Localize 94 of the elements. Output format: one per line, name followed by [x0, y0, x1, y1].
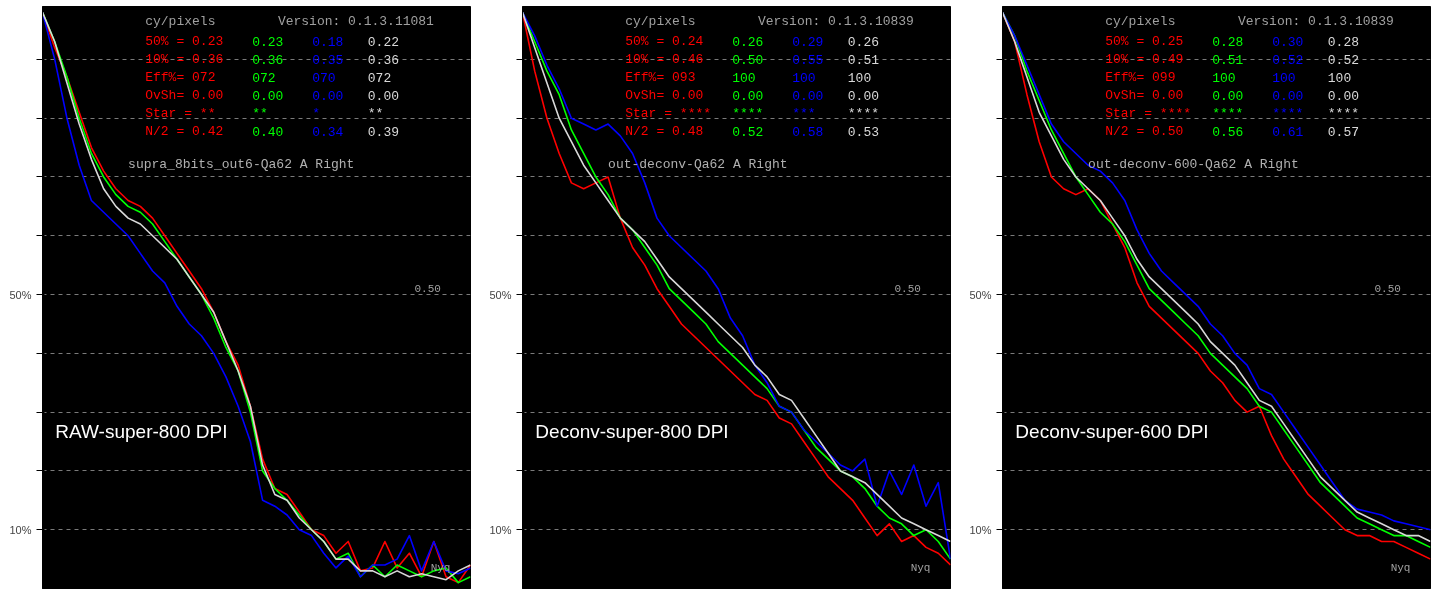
annotation: Star = **	[145, 106, 216, 122]
annotation: 0.23	[252, 34, 284, 50]
annotation: 0.50	[894, 282, 921, 295]
annotation: 0.36	[252, 52, 284, 68]
annotation: 0.26	[732, 34, 764, 50]
annotation: 50% = 0.24	[625, 33, 704, 49]
annotation: 10% = 0.36	[145, 51, 224, 67]
annotation: OvSh= 0.00	[1105, 88, 1184, 104]
y-tick-label: 50%	[489, 288, 512, 301]
annotation: ****	[847, 106, 879, 122]
annotation: Eff%= 099	[1105, 70, 1176, 85]
annotation: 0.50	[732, 52, 764, 68]
annotation: N/2 = 0.42	[145, 124, 224, 140]
annotation: 0.00	[367, 89, 399, 105]
annotation: Eff%= 072	[145, 70, 216, 85]
y-tick-label: 50%	[9, 288, 32, 301]
annotation: 0.00	[1272, 89, 1304, 105]
annotation: 0.55	[792, 52, 824, 68]
text: supra_8bits_out6-Qa62 A Right	[128, 157, 355, 173]
annotation: ****	[1212, 106, 1244, 122]
annotation: 0.52	[732, 125, 764, 141]
annotation: 0.22	[367, 34, 399, 50]
annotation: Version: 0.1.3.10839	[757, 13, 914, 29]
annotation: Version: 0.1.3.11081	[277, 13, 435, 29]
annotation: 0.51	[847, 52, 880, 68]
annotation: cy/pixels	[145, 13, 216, 29]
annotation: 0.36	[367, 52, 399, 68]
annotation: 100	[1212, 71, 1236, 86]
annotation: 0.52	[1272, 52, 1304, 68]
annotation: 10% = 0.49	[1105, 51, 1184, 67]
annotation: 100	[792, 71, 816, 86]
annotation: ****	[732, 106, 764, 122]
annotation: Nyq	[1390, 561, 1411, 574]
annotation: 0.57	[1327, 125, 1359, 141]
annotation: 0.18	[312, 34, 344, 50]
y-tick-label: 10%	[969, 523, 992, 536]
annotation: ****	[1272, 106, 1304, 122]
text: out-deconv-600-Qa62 A Right	[1088, 157, 1299, 173]
annotation: 0.00	[847, 89, 879, 105]
annotation: 100	[732, 71, 756, 86]
annotation: Eff%= 093	[625, 70, 696, 85]
y-tick-label: 10%	[489, 523, 512, 536]
annotation: OvSh= 0.00	[625, 88, 704, 104]
annotation: Version: 0.1.3.10839	[1237, 13, 1394, 29]
annotation: 10% = 0.46	[625, 51, 704, 67]
annotation: 0.00	[1212, 89, 1244, 105]
text: RAW-super-800 DPI	[55, 420, 228, 442]
annotation: 50% = 0.23	[145, 33, 224, 49]
annotation: 0.52	[1327, 52, 1359, 68]
y-tick-label: 10%	[9, 523, 32, 536]
annotation: 0.40	[252, 125, 284, 141]
annotation: *	[312, 106, 320, 122]
annotation: 072	[367, 71, 392, 86]
annotation: 0.00	[732, 89, 764, 105]
annotation: ***	[792, 106, 816, 122]
annotation: 100	[847, 71, 872, 86]
annotation: **	[252, 106, 268, 122]
annotation: 0.28	[1327, 34, 1359, 50]
annotation: 100	[1272, 71, 1296, 86]
annotation: 0.39	[367, 125, 399, 141]
annotation: 100	[1327, 71, 1352, 86]
text: Deconv-super-600 DPI	[1015, 420, 1209, 442]
annotation: Nyq	[910, 561, 931, 574]
annotation: 0.34	[312, 125, 344, 141]
text: Deconv-super-800 DPI	[535, 420, 729, 442]
annotation: 0.00	[312, 89, 344, 105]
annotation: 0.00	[792, 89, 824, 105]
annotation: 0.50	[414, 282, 441, 295]
annotation: 0.53	[847, 125, 879, 141]
annotation: 50% = 0.25	[1105, 33, 1184, 49]
annotation: N/2 = 0.48	[625, 124, 704, 140]
annotation: 0.26	[847, 34, 879, 50]
annotation: cy/pixels	[1105, 13, 1176, 29]
annotation: ****	[1327, 106, 1359, 122]
annotation: 0.51	[1212, 52, 1244, 68]
annotation: Star = ****	[625, 106, 712, 122]
annotation: 070	[312, 71, 336, 86]
annotation: 0.00	[1327, 89, 1359, 105]
annotation: 0.56	[1212, 125, 1244, 141]
annotation: 0.50	[1374, 282, 1401, 295]
annotation: 0.00	[252, 89, 284, 105]
annotation: 072	[252, 71, 276, 86]
annotation: 0.30	[1272, 34, 1304, 50]
y-tick-label: 50%	[969, 288, 992, 301]
annotation: 0.35	[312, 52, 344, 68]
annotation: cy/pixels	[625, 13, 696, 29]
annotation: Star = ****	[1105, 106, 1192, 122]
annotation: 0.58	[792, 125, 824, 141]
annotation: N/2 = 0.50	[1105, 124, 1184, 140]
annotation: OvSh= 0.00	[145, 88, 224, 104]
annotation: **	[367, 106, 384, 122]
annotation: 0.61	[1272, 125, 1304, 141]
annotation: 0.28	[1212, 34, 1244, 50]
annotation: 0.29	[792, 34, 824, 50]
